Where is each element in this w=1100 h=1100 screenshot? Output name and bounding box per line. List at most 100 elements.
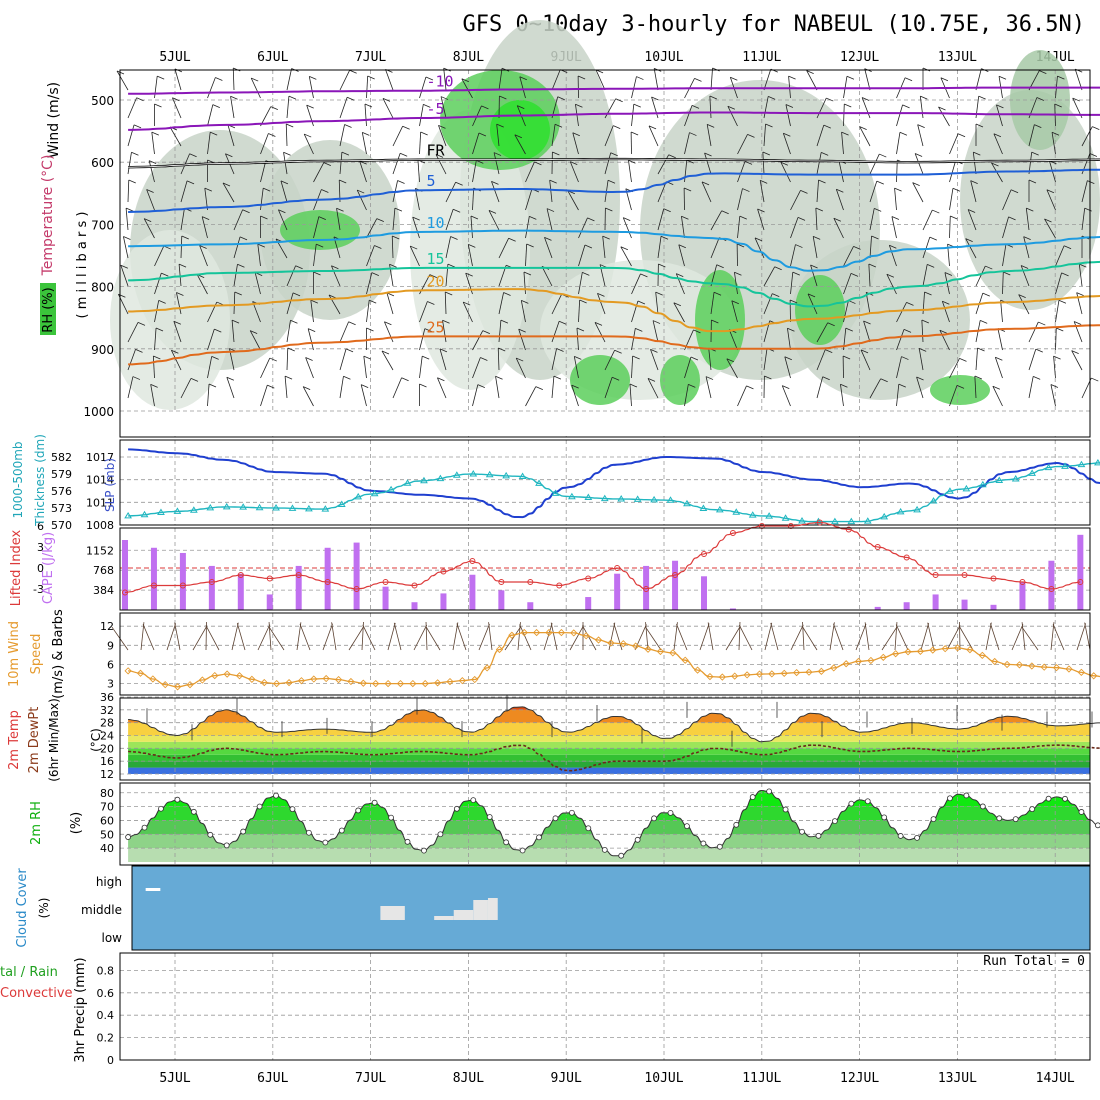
temperature-contour-label: 15 bbox=[426, 250, 444, 268]
wind-barb-flag bbox=[1071, 350, 1079, 354]
wind-barb bbox=[551, 348, 557, 371]
wind-barb-flag bbox=[1087, 180, 1095, 185]
thickness-marker bbox=[485, 470, 494, 478]
wind-speed-marker bbox=[867, 656, 875, 665]
wind-speed-marker bbox=[273, 679, 281, 688]
wind-barb-flag bbox=[874, 208, 882, 212]
wind-barb bbox=[645, 626, 662, 651]
wind-barb bbox=[801, 626, 818, 651]
thickness-marker bbox=[173, 507, 182, 514]
rh-marker bbox=[799, 828, 805, 835]
wind-barb-flag bbox=[306, 104, 314, 109]
cape-bar bbox=[411, 602, 418, 610]
li-marker bbox=[990, 575, 997, 582]
wind-barb bbox=[571, 384, 579, 407]
rh-marker bbox=[766, 788, 773, 795]
wind-barb-flag bbox=[222, 182, 231, 187]
cloud-level-label: middle bbox=[81, 903, 122, 917]
thickness-tick-label: 570 bbox=[51, 519, 72, 532]
wind-barb-flag bbox=[442, 319, 450, 324]
rh-marker bbox=[1029, 806, 1036, 813]
wind-barb bbox=[1073, 321, 1083, 343]
wind-barb-flag bbox=[423, 103, 431, 108]
wind-barb-flag bbox=[683, 187, 692, 192]
wind-barb bbox=[1050, 622, 1055, 651]
wind-barb-flag bbox=[713, 291, 722, 296]
precip-tick-label: 0 bbox=[107, 1054, 114, 1067]
wind-barb bbox=[843, 246, 854, 267]
thickness-marker bbox=[403, 479, 412, 486]
top-date-axis: 5JUL6JUL7JUL8JUL9JUL10JUL11JUL12JUL13JUL… bbox=[159, 50, 1075, 65]
wind-barb bbox=[958, 625, 974, 651]
wind-barb-flag bbox=[823, 124, 831, 129]
cape-bar bbox=[903, 602, 910, 610]
wind-barb bbox=[285, 123, 288, 147]
wind-barb bbox=[949, 188, 954, 211]
wind-barb bbox=[653, 68, 659, 91]
wind-barb bbox=[710, 292, 715, 315]
panel-frame bbox=[119, 69, 1091, 438]
rh-marker bbox=[831, 818, 838, 824]
wind-speed-marker bbox=[656, 647, 665, 656]
wind-barb-flag bbox=[635, 327, 643, 332]
rh-shading bbox=[930, 375, 990, 405]
rh-legend-swatch bbox=[40, 283, 56, 335]
wind-barb-flag bbox=[1020, 265, 1029, 269]
wind-barb bbox=[495, 376, 500, 399]
wind-barb-flag bbox=[237, 263, 245, 268]
wind-barb bbox=[815, 208, 818, 231]
wind-barb bbox=[922, 236, 931, 259]
wind-barb-flag bbox=[150, 383, 158, 388]
wind-barb-flag bbox=[419, 383, 427, 388]
rh-marker bbox=[585, 825, 592, 832]
thickness-marker bbox=[1011, 474, 1020, 482]
wind-barb bbox=[205, 625, 220, 651]
wind-barb-flag bbox=[1035, 348, 1043, 353]
rh-tick-label: 40 bbox=[100, 842, 114, 855]
wind-barb bbox=[154, 300, 160, 323]
wind-barb-flag bbox=[587, 217, 595, 222]
wind-barb bbox=[737, 134, 748, 155]
wind-barb-flag bbox=[640, 273, 648, 278]
rh-shading bbox=[790, 240, 970, 400]
wind-barb-flag bbox=[576, 327, 585, 332]
wind-barb-flag bbox=[785, 104, 794, 108]
wind-barb-flag bbox=[517, 105, 525, 109]
wind-barb-flag bbox=[208, 383, 217, 388]
thickness-marker bbox=[305, 504, 313, 512]
wind-barb bbox=[1076, 623, 1087, 651]
wind-barb bbox=[949, 160, 956, 183]
wind-barb-flag bbox=[424, 328, 432, 333]
wind-barb-flag bbox=[230, 95, 238, 100]
wind-barb-flag bbox=[678, 244, 686, 249]
wind-barb-flag bbox=[792, 271, 800, 276]
wind-barb bbox=[230, 96, 235, 119]
wind-barb bbox=[260, 160, 267, 183]
wind-barb bbox=[763, 348, 768, 371]
wind-barb bbox=[518, 328, 526, 351]
wind-speed-marker bbox=[892, 650, 900, 658]
wind-barb bbox=[222, 182, 235, 203]
wind-barb bbox=[414, 188, 420, 211]
wind-barb-flag bbox=[480, 357, 488, 361]
wind-barb-flag bbox=[321, 189, 329, 193]
li-marker bbox=[701, 551, 707, 557]
thickness-marker bbox=[568, 492, 576, 500]
wind-speed-marker bbox=[1003, 660, 1011, 669]
cape-bar bbox=[701, 576, 707, 610]
thickness-marker bbox=[288, 504, 297, 511]
wind-barb bbox=[757, 208, 765, 231]
thickness-marker bbox=[255, 503, 264, 511]
wind-barb-flag bbox=[288, 95, 297, 100]
wind-barb-flag bbox=[1091, 377, 1099, 382]
wind-barb-flag bbox=[822, 376, 830, 381]
wind-barb bbox=[1071, 350, 1083, 371]
panel-cloud-cover: high middle low bbox=[81, 865, 1091, 951]
wind-barb bbox=[1081, 180, 1088, 203]
wind-barb bbox=[435, 154, 447, 175]
cloud-middle-bar bbox=[487, 898, 498, 920]
wind-barb-flag bbox=[707, 123, 715, 128]
wind-barb-flag bbox=[784, 356, 792, 361]
thickness-marker bbox=[765, 512, 774, 519]
